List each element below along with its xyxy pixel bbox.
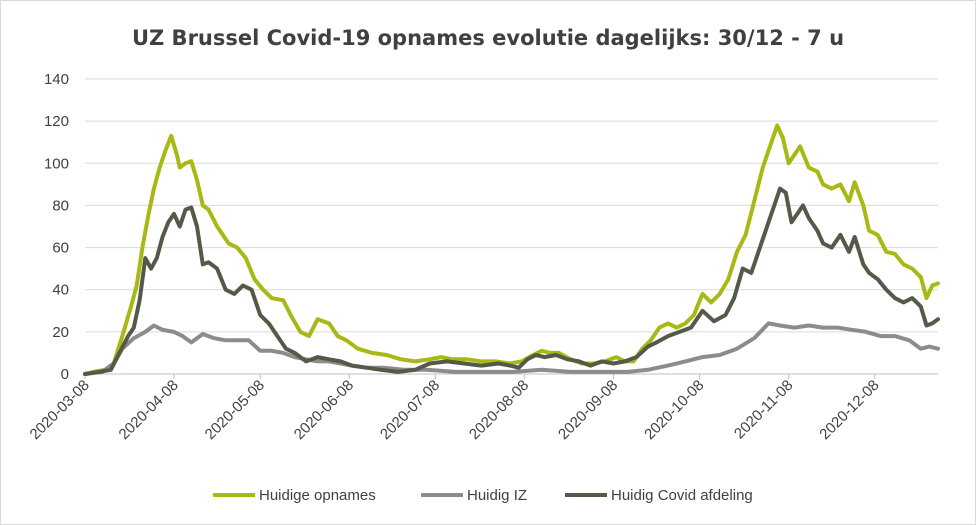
- x-tick-label: 2020-03-08: [27, 377, 93, 443]
- x-tick-label: 2020-12-08: [816, 377, 882, 443]
- chart-title: UZ Brussel Covid-19 opnames evolutie dag…: [132, 26, 844, 50]
- y-tick-label: 60: [52, 240, 69, 257]
- x-tick-label: 2020-06-08: [291, 377, 357, 443]
- legend-label: Huidige opnames: [259, 487, 376, 504]
- series-line-2: [83, 321, 940, 376]
- x-tick-label: 2020-07-08: [377, 377, 443, 443]
- legend: Huidige opnames Huidig IZ Huidig Covid afd…: [213, 487, 753, 504]
- x-tick-label: 2020-08-08: [466, 377, 532, 443]
- legend-label: Huidig Covid afdeling: [611, 487, 753, 504]
- x-tick-label: 2020-09-08: [555, 377, 621, 443]
- series-line-1: [83, 123, 940, 376]
- y-tick-label: 140: [44, 71, 69, 88]
- x-tick-label: 2020-04-08: [116, 377, 182, 443]
- y-axis-ticks: 0 20 40 60 80 100 120 140: [44, 71, 69, 383]
- x-axis-ticks: 2020-03-08 2020-04-08 2020-05-08 2020-06-08…: [27, 374, 883, 443]
- y-tick-label: 100: [44, 155, 69, 172]
- x-tick-label: 2020-10-08: [641, 377, 707, 443]
- y-tick-label: 40: [52, 282, 69, 299]
- y-tick-label: 20: [52, 324, 69, 341]
- series-lines: [83, 123, 940, 376]
- legend-label: Huidig IZ: [467, 487, 527, 504]
- x-tick-label: 2020-05-08: [202, 377, 268, 443]
- x-tick-label: 2020-11-08: [731, 377, 796, 442]
- y-tick-label: 80: [52, 197, 69, 214]
- y-tick-label: 120: [44, 113, 69, 130]
- series-line-3: [83, 186, 940, 376]
- gridlines: [85, 78, 938, 375]
- y-tick-label: 0: [61, 366, 69, 383]
